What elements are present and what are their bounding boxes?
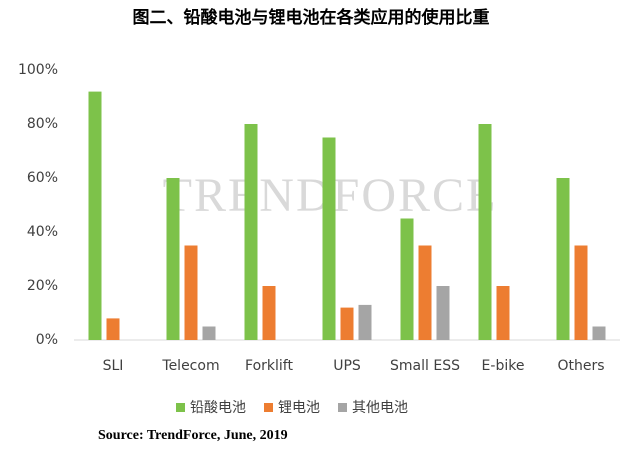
bar [244, 124, 258, 340]
y-tick-label: 60% [27, 170, 58, 186]
x-tick-label: Others [557, 358, 604, 374]
x-tick-label: Small ESS [390, 358, 460, 374]
bar [496, 286, 510, 340]
bar [574, 245, 588, 340]
bar [322, 137, 336, 340]
y-tick-label: 100% [18, 62, 58, 78]
x-tick-label: E-bike [482, 358, 525, 374]
legend-swatch [264, 403, 273, 412]
bar [202, 326, 216, 340]
y-tick-label: 40% [27, 224, 58, 240]
legend-label: 铅酸电池 [190, 400, 246, 416]
y-tick-label: 80% [27, 116, 58, 132]
bar [166, 178, 180, 340]
chart-title: 图二、铅酸电池与锂电池在各类应用的使用比重 [133, 7, 490, 28]
bar [478, 124, 492, 340]
bar [184, 245, 198, 340]
bar [262, 286, 276, 340]
y-tick-label: 0% [36, 332, 58, 348]
source: Source: TrendForce, June, 2019 [98, 428, 288, 443]
bar [436, 286, 450, 340]
y-tick-label: 20% [27, 278, 58, 294]
bar [400, 218, 414, 340]
x-tick-label: Telecom [161, 358, 219, 374]
bar [592, 326, 606, 340]
legend-label: 锂电池 [278, 400, 320, 416]
legend-label: 其他电池 [352, 400, 408, 416]
bar [556, 178, 570, 340]
bar [340, 307, 354, 340]
x-tick-label: UPS [333, 358, 361, 374]
x-tick-label: Forklift [245, 358, 293, 374]
legend-swatch [176, 403, 185, 412]
x-tick-label: SLI [103, 358, 124, 374]
legend-swatch [338, 403, 347, 412]
bar [106, 318, 120, 340]
bar [418, 245, 432, 340]
bar [88, 91, 102, 340]
bar [358, 304, 372, 340]
